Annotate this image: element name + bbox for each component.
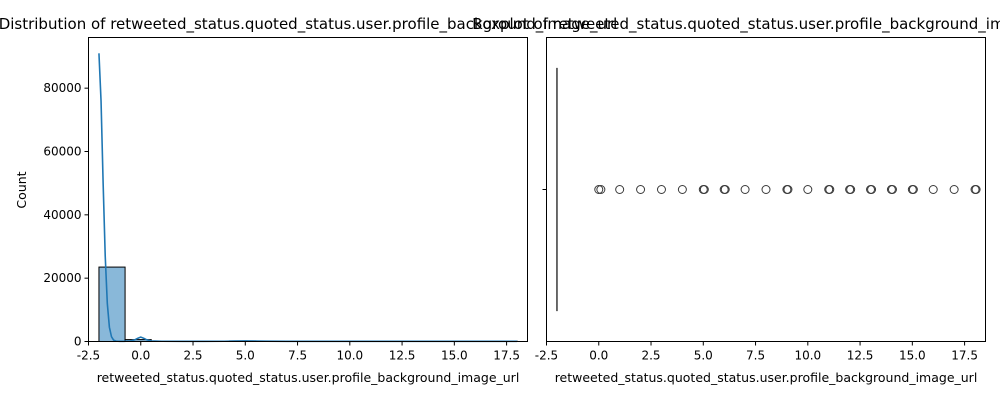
boxplot-x-tick-label: 17.5	[951, 349, 978, 363]
boxplot-outlier	[699, 185, 709, 194]
boxplot-x-tick-label: 12.5	[847, 349, 874, 363]
histogram-x-tick-label: -2.5	[77, 349, 100, 363]
histogram-y-label: Count	[14, 171, 29, 208]
boxplot-outlier	[783, 185, 793, 194]
boxplot-outlier	[594, 185, 604, 194]
histogram-x-tick-label: 10.0	[336, 349, 363, 363]
histogram-x-tick-label: 12.5	[389, 349, 416, 363]
kde-line	[98, 53, 518, 343]
histogram-x-tick-label: 5.0	[236, 349, 255, 363]
histogram-y-tick-label: 40000	[43, 208, 81, 222]
boxplot-x-tick-label: 0.0	[589, 349, 608, 363]
boxplot-outlier	[949, 185, 959, 194]
histogram-panel: -2.5 0.0 2.5 5.0 7.5 10.0 12.5 15.0 17.5 0 20000 4…	[0, 15, 617, 385]
boxplot-x-tick-label: 10.0	[794, 349, 821, 363]
histogram-bar	[98, 266, 126, 343]
histogram-x-tick-label: 7.5	[288, 349, 307, 363]
histogram-y-tick-label: 60000	[43, 145, 81, 159]
boxplot-outlier	[825, 185, 835, 194]
boxplot-outlier	[615, 185, 625, 194]
boxplot-outlier	[596, 185, 606, 194]
histogram-x-tick-label: 2.5	[183, 349, 202, 363]
boxplot-x-tick-label: 5.0	[694, 349, 713, 363]
histogram-y-tick-label: 20000	[43, 271, 81, 285]
histogram-x-label: retweeted_status.quoted_status.user.prof…	[97, 370, 520, 385]
boxplot-outlier	[887, 185, 897, 194]
histogram-y-ticks: 0 20000 40000 60000 80000	[43, 81, 89, 349]
histogram-title: Distribution of retweeted_status.quoted_…	[0, 15, 617, 34]
boxplot-x-tick-label: 7.5	[746, 349, 765, 363]
histogram-axes-frame	[88, 37, 528, 342]
boxplot-outliers	[594, 185, 981, 194]
boxplot-x-label: retweeted_status.quoted_status.user.prof…	[555, 370, 978, 385]
histogram-x-tick-label: 0.0	[131, 349, 150, 363]
boxplot-title: Boxplot of retweeted_status.quoted_statu…	[472, 15, 1000, 34]
histogram-x-tick-label: 15.0	[441, 349, 468, 363]
boxplot-x-tick-label: 15.0	[899, 349, 926, 363]
histogram-x-tick-label: 17.5	[493, 349, 520, 363]
boxplot-outlier	[846, 185, 856, 194]
boxplot-axes-frame	[546, 37, 986, 342]
histogram-bars	[98, 266, 518, 343]
boxplot-outlier	[636, 185, 646, 194]
boxplot-x-tick-label: 2.5	[641, 349, 660, 363]
histogram-y-tick-label: 80000	[43, 81, 81, 95]
boxplot-x-ticks: -2.5 0.0 2.5 5.0 7.5 10.0 12.5 15.0 17.5	[535, 341, 978, 363]
boxplot-outlier	[677, 185, 687, 194]
boxplot-outlier	[740, 185, 750, 194]
boxplot-outlier	[720, 185, 730, 194]
boxplot-outlier	[867, 185, 877, 194]
boxplot-outlier	[803, 185, 813, 194]
boxplot-outlier	[971, 185, 981, 194]
histogram-y-tick-label: 0	[74, 335, 82, 349]
boxplot-outlier	[908, 185, 918, 194]
boxplot-x-tick-label: -2.5	[535, 349, 558, 363]
boxplot-outlier	[656, 185, 666, 194]
boxplot-panel: -2.5 0.0 2.5 5.0 7.5 10.0 12.5 15.0 17.5 Boxplot…	[472, 15, 1000, 385]
boxplot-outlier	[761, 185, 771, 194]
boxplot-outlier	[928, 185, 938, 194]
histogram-x-ticks: -2.5 0.0 2.5 5.0 7.5 10.0 12.5 15.0 17.5	[77, 341, 520, 363]
